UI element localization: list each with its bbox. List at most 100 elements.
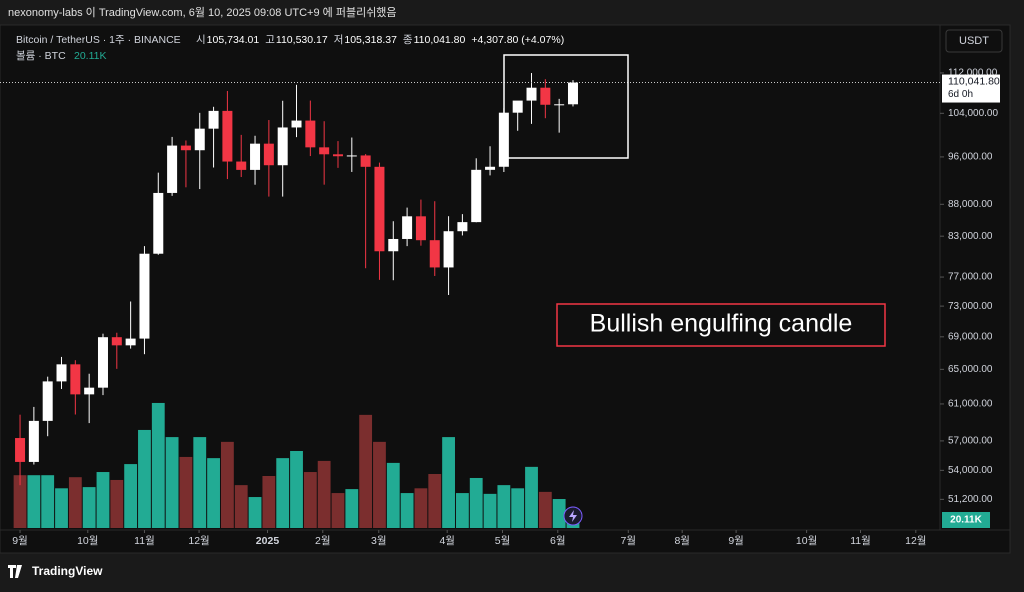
y-tick-label: 77,000.00	[948, 272, 993, 283]
volume-bar	[483, 493, 497, 528]
brand-logo	[8, 565, 22, 578]
y-tick-label: 65,000.00	[948, 364, 993, 375]
candle-body	[222, 110, 233, 162]
volume-bar	[55, 488, 68, 528]
chart-panel	[0, 24, 1011, 554]
volume-bar	[276, 458, 290, 528]
volume-name: 볼륨 · BTC	[16, 50, 66, 62]
y-tick-label: 88,000.00	[948, 199, 993, 210]
y-tick-label: 69,000.00	[948, 331, 993, 342]
candle-body	[125, 338, 136, 346]
alert-bolt	[569, 510, 577, 522]
volume-bar	[331, 493, 345, 528]
volume-bar	[41, 475, 55, 528]
candle-body	[263, 143, 274, 166]
x-tick-label: 7월	[621, 535, 637, 547]
published-note: nexonomy-labs 이 TradingView.com, 6월 10, …	[8, 6, 397, 19]
candle-body	[28, 420, 39, 462]
y-tick-label: 96,000.00	[948, 152, 993, 163]
candle-body	[554, 104, 565, 106]
volume-bar	[303, 472, 317, 528]
candle-body	[167, 145, 178, 193]
volume-bar	[165, 437, 179, 528]
volume-bar	[455, 493, 469, 528]
volume-bar	[345, 489, 359, 528]
candle-body	[388, 238, 399, 252]
ohlc-name: 시	[196, 34, 206, 46]
volume-bar	[414, 488, 428, 528]
candle-body	[111, 337, 122, 346]
candle-body	[443, 231, 454, 268]
x-tick-label: 8월	[674, 535, 690, 547]
candle-body	[540, 87, 551, 105]
ohlc-value: 110,041.80	[414, 34, 466, 46]
candle-body	[56, 364, 67, 382]
volume-bar	[525, 466, 538, 528]
y-tick-label: 104,000.00	[948, 108, 998, 119]
x-tick-label: 10월	[77, 535, 98, 547]
volume-bar	[124, 464, 138, 528]
volume-bar	[27, 475, 41, 528]
candle-body	[277, 127, 288, 166]
volume-bar	[220, 441, 234, 528]
volume-bar	[68, 477, 82, 528]
annotation: Bullish engulfing candle	[590, 310, 853, 338]
candle-body	[457, 222, 468, 232]
plot	[0, 73, 940, 528]
volume-bar	[290, 450, 303, 528]
candle-body	[319, 147, 330, 155]
candle-body	[402, 216, 413, 239]
candle-body	[42, 381, 53, 421]
volume-bar	[179, 456, 193, 528]
candle-body	[526, 87, 537, 101]
candle-body	[84, 387, 95, 395]
y-tick-label: 51,200.00	[948, 494, 993, 505]
candle-body	[97, 337, 108, 388]
volume-bar	[138, 429, 151, 528]
volume-bar	[193, 437, 207, 528]
volume-bar	[110, 479, 124, 528]
highlight-box	[503, 54, 629, 159]
volume-value: 20.11K	[74, 50, 107, 62]
x-tick-label: 11월	[850, 535, 871, 547]
volume-bar	[262, 475, 276, 528]
change: +4,307.80 (+4.07%)	[471, 34, 564, 46]
volume-tag-label: 20.11K	[950, 515, 982, 526]
ohlc-name: 종	[403, 34, 413, 46]
volume-bar	[96, 472, 110, 528]
volume-bar	[497, 485, 511, 528]
price-tag	[942, 74, 1000, 103]
candle-body	[429, 240, 440, 268]
currency-button[interactable]	[945, 29, 1003, 53]
y-tick-label: 54,000.00	[948, 465, 993, 476]
x-tick-label: 9월	[12, 535, 28, 547]
volume-bar	[511, 488, 525, 528]
x-tick-label: 12월	[188, 535, 209, 547]
volume-bar	[386, 462, 400, 528]
ohlc-value: 105,318.37	[344, 34, 397, 46]
x-tick-label: 5월	[495, 535, 511, 547]
ohlc-value: 105,734.01	[207, 34, 260, 46]
ohlc-name: 고	[265, 34, 275, 46]
volume-bar	[552, 499, 566, 528]
volume-bar	[469, 477, 483, 528]
candle-body	[139, 253, 150, 339]
volume-bar	[428, 474, 442, 528]
volume-bar	[373, 441, 386, 528]
volume-bar	[13, 475, 27, 528]
candle-body	[512, 100, 523, 113]
x-tick-label: 2월	[315, 535, 331, 547]
candle-body	[305, 120, 316, 148]
candle-body	[471, 169, 482, 223]
candle-body	[236, 161, 247, 170]
currency[interactable]: USDT	[959, 35, 989, 47]
volume-bar	[82, 487, 96, 528]
x-tick-label: 6월	[550, 535, 566, 547]
volume-bar	[234, 485, 248, 528]
countdown: 6d 0h	[948, 89, 973, 100]
x-tick-label: 11월	[134, 535, 155, 547]
volume-bar	[442, 437, 455, 528]
ohlc-name: 저	[334, 34, 344, 46]
volume-bar	[359, 414, 373, 528]
brand: TradingView	[32, 564, 103, 578]
